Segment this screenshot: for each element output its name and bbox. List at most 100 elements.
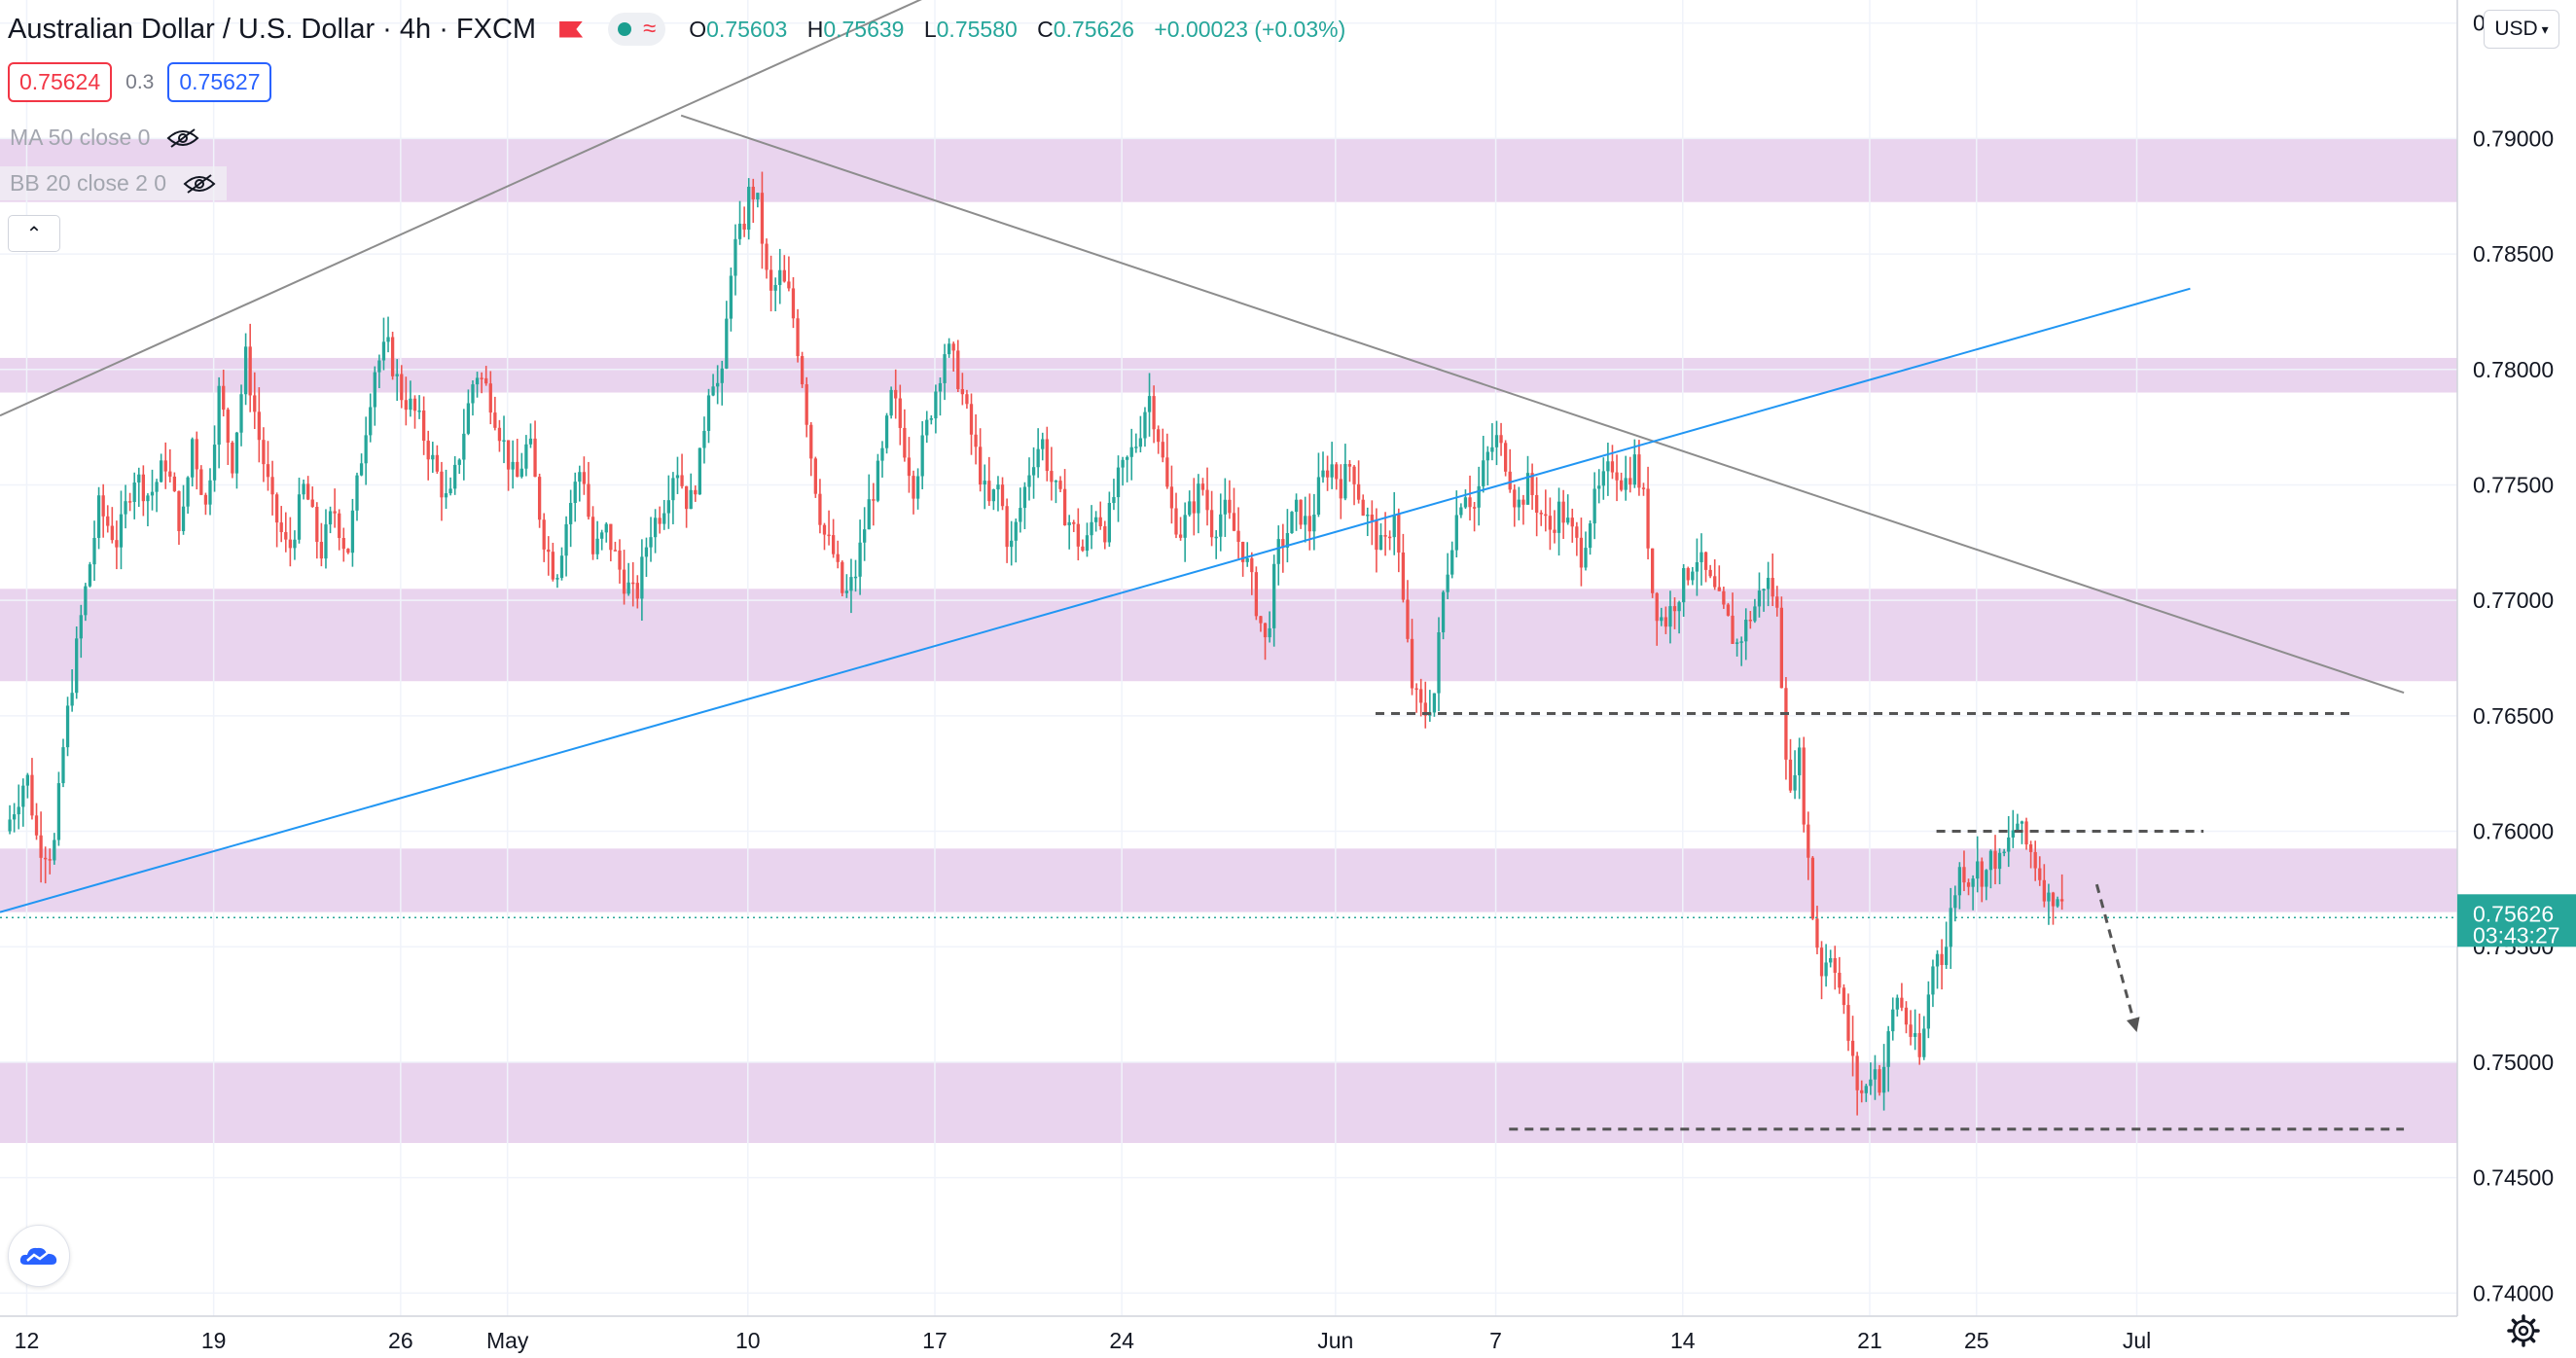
trendline-rising-resistance[interactable] [0, 0, 1175, 417]
candle-body [809, 424, 813, 459]
price-zone [0, 138, 2457, 202]
close-value: 0.75626 [1053, 16, 1134, 42]
trendline-rising-support[interactable] [0, 287, 2191, 913]
candle-body [1895, 997, 1899, 1010]
candle-up [377, 354, 381, 389]
candle-body [1615, 472, 1619, 481]
candle-up [569, 489, 573, 548]
candle-down [1731, 592, 1735, 644]
eye-hidden-icon[interactable] [165, 127, 200, 149]
candle-up [155, 479, 159, 513]
market-status[interactable]: ≈ [608, 13, 666, 46]
candle-down [270, 460, 274, 516]
candle-body [404, 400, 408, 411]
sell-button[interactable]: 0.75624 [8, 62, 113, 102]
candle-body [338, 513, 341, 539]
candle-up [698, 447, 702, 495]
candle-up [364, 416, 368, 485]
candle-body [551, 552, 555, 580]
candle-body [386, 337, 390, 342]
candle-body [1530, 473, 1534, 495]
candle-up [991, 488, 996, 511]
candle-up [466, 389, 471, 436]
candle-body [284, 532, 288, 540]
candle-up [573, 472, 577, 522]
candle-up [925, 411, 929, 444]
candle-body [858, 542, 862, 577]
candle-body [729, 275, 733, 319]
candle-body [1304, 516, 1307, 525]
candle-down [222, 370, 226, 417]
candle-up [1490, 423, 1494, 461]
candle-up [1085, 522, 1090, 557]
projection-arrow[interactable] [2094, 883, 2138, 1033]
time-tick-label: May [486, 1328, 529, 1353]
candle-up [1054, 480, 1058, 504]
candle-down [694, 485, 698, 502]
candle-body [1245, 557, 1249, 562]
buy-button[interactable]: 0.75627 [167, 62, 272, 102]
candle-body [1112, 497, 1116, 504]
candle-body [1655, 592, 1659, 622]
drawn-trendlines[interactable] [0, 0, 2457, 1131]
candle-body [1045, 439, 1049, 472]
candle-down [1058, 476, 1062, 493]
candle-up [119, 490, 124, 570]
candle-body [1855, 1055, 1859, 1090]
trendline-falling-resistance[interactable] [680, 114, 2405, 695]
candle-up [1027, 457, 1031, 501]
candle-body [1660, 617, 1664, 622]
candle-down [48, 848, 52, 875]
price-axis[interactable] [2457, 0, 2576, 1358]
time-axis[interactable] [0, 1316, 2576, 1358]
symbol-title[interactable]: Australian Dollar / U.S. Dollar · 4h · F… [8, 13, 537, 45]
candle-up [524, 435, 528, 477]
candle-body [435, 454, 440, 472]
candle-down [1713, 558, 1717, 590]
candle-body [146, 495, 150, 502]
candle-down [44, 846, 48, 884]
candle-body [884, 415, 889, 448]
collapse-legend-button[interactable]: ⌃ [8, 215, 60, 252]
tradingview-logo-icon[interactable] [8, 1225, 70, 1287]
candle-body [2028, 844, 2033, 852]
candle-body [1499, 435, 1503, 444]
candle-up [1926, 981, 1931, 1039]
candle-up [8, 804, 12, 835]
candle-body [1713, 576, 1717, 588]
candle-body [844, 590, 849, 593]
candle-body [1886, 1031, 1890, 1067]
candle-body [30, 774, 34, 816]
candle-up [302, 479, 305, 500]
candle-down [1530, 463, 1534, 511]
candle-body [725, 318, 729, 369]
candle-down [533, 420, 537, 478]
candle-body [1290, 512, 1294, 534]
candle-body [1321, 470, 1325, 478]
flag-icon[interactable] [559, 20, 584, 38]
candle-up [239, 384, 243, 447]
wave-icon: ≈ [643, 16, 657, 42]
candle-body [533, 438, 537, 478]
candle-body [1833, 957, 1837, 973]
indicator-ma[interactable]: MA 50 close 0 [0, 121, 210, 155]
candle-down [1468, 475, 1472, 521]
eye-hidden-icon[interactable] [182, 173, 217, 195]
candle-up [626, 562, 630, 596]
candle-down [1299, 499, 1303, 529]
candle-down [1347, 459, 1352, 482]
candle-down [1281, 523, 1285, 573]
candle-down [912, 470, 915, 515]
gear-icon[interactable] [2506, 1313, 2541, 1348]
candle-up [181, 484, 186, 535]
candle-body [1397, 514, 1401, 553]
candle-down [831, 518, 836, 558]
candle-down [809, 422, 813, 477]
currency-button[interactable]: USD ▾ [2484, 10, 2559, 49]
indicator-bb[interactable]: BB 20 close 2 0 [0, 166, 228, 200]
candle-up [555, 574, 559, 589]
candle-up [186, 476, 190, 515]
candle-body [1307, 516, 1311, 532]
